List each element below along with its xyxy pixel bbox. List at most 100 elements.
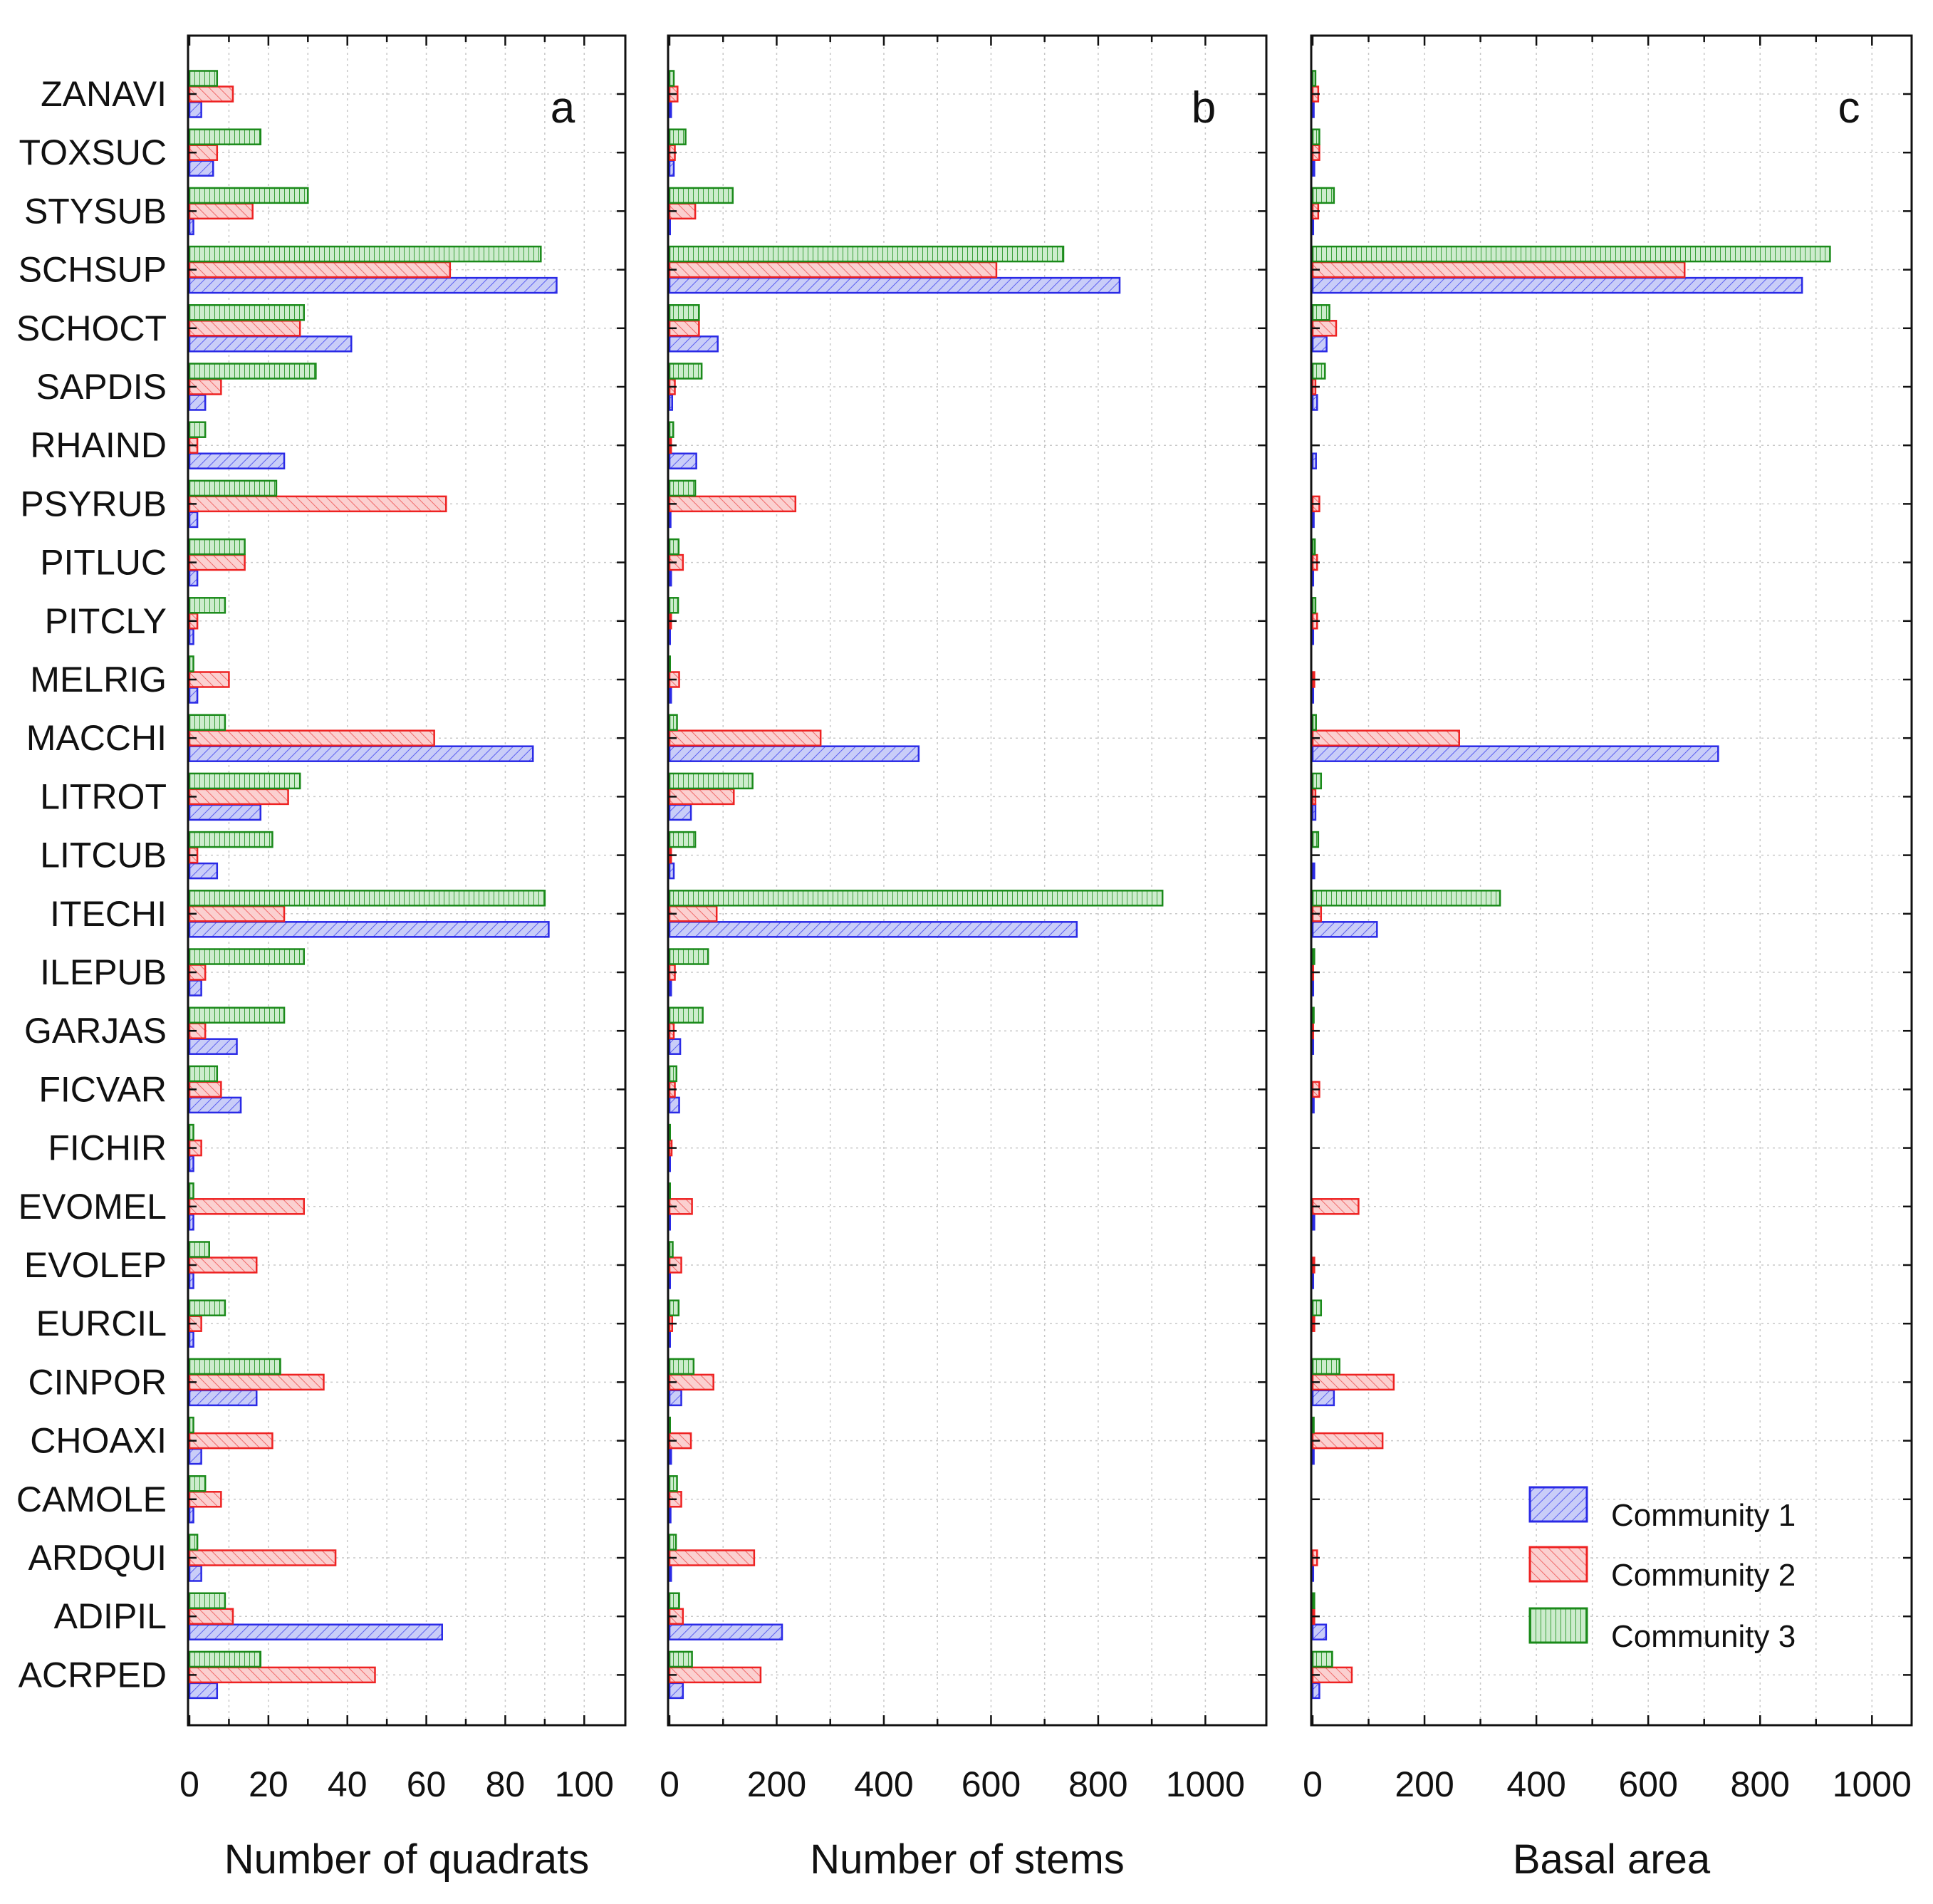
bar-b-ficvar-community-3 [668, 1065, 678, 1083]
bar-a-ilepub-community-3 [188, 948, 305, 965]
bar-a-schoct-community-2 [188, 320, 301, 337]
bar-a-ficvar-community-1 [188, 1096, 242, 1114]
bar-c-pitcly-community-3 [1311, 597, 1317, 614]
bar-a-rhaind-community-3 [188, 421, 207, 438]
bar-a-pitluc-community-2 [188, 553, 246, 571]
bar-c-adipil-community-1 [1311, 1623, 1328, 1640]
bar-c-choaxi-community-1 [1311, 1447, 1315, 1465]
bar-a-schsup-community-2 [188, 261, 452, 279]
bar-c-choaxi-community-2 [1311, 1432, 1384, 1450]
bar-a-eurcil-community-3 [188, 1299, 226, 1316]
bar-a-evolep-community-2 [188, 1257, 258, 1274]
bar-b-ilepub-community-3 [668, 948, 709, 965]
category-label-garjas: GARJAS [24, 1011, 167, 1051]
bar-c-eurcil-community-3 [1311, 1299, 1323, 1316]
category-label-eurcil: EURCIL [36, 1304, 167, 1343]
bar-b-garjas-community-3 [668, 1006, 704, 1024]
bar-a-garjas-community-3 [188, 1006, 286, 1024]
bar-a-evolep-community-3 [188, 1241, 210, 1258]
legend-swatch-community-1 [1528, 1486, 1588, 1523]
bar-b-stysub-community-1 [668, 218, 672, 236]
bar-a-stysub-community-1 [188, 218, 194, 236]
x-tick-label: 600 [962, 1764, 1021, 1804]
bar-b-garjas-community-1 [668, 1038, 682, 1055]
panel-letter-c: c [1838, 83, 1860, 132]
bar-b-litrot-community-3 [668, 772, 754, 790]
bar-b-eurcil-community-3 [668, 1299, 680, 1316]
bar-a-rhaind-community-1 [188, 452, 286, 469]
bar-b-ardqui-community-1 [668, 1565, 672, 1582]
bar-b-sapdis-community-1 [668, 394, 674, 411]
x-tick-label: 1000 [1833, 1764, 1912, 1804]
bar-b-fichir-community-3 [668, 1123, 672, 1141]
bar-b-schoct-community-3 [668, 304, 700, 321]
bar-a-pitcly-community-1 [188, 628, 194, 645]
bar-c-sapdis-community-3 [1311, 363, 1326, 380]
bar-b-schsup-community-2 [668, 261, 998, 279]
bar-a-evomel-community-3 [188, 1182, 194, 1200]
bar-c-ilepub-community-3 [1311, 948, 1315, 965]
x-tick-label: 40 [328, 1764, 368, 1804]
x-tick-label: 1000 [1166, 1764, 1245, 1804]
bar-b-macchi-community-1 [668, 745, 920, 762]
bar-b-schsup-community-3 [668, 245, 1065, 263]
category-label-ardqui: ARDQUI [28, 1538, 167, 1578]
panel-frame [667, 34, 1268, 1727]
bar-b-camole-community-1 [668, 1507, 672, 1524]
category-label-camole: CAMOLE [16, 1479, 167, 1519]
bar-b-evomel-community-1 [668, 1214, 672, 1231]
bar-a-schsup-community-1 [188, 276, 558, 294]
bar-b-melrig-community-1 [668, 687, 672, 704]
bar-c-schsup-community-1 [1311, 276, 1803, 294]
legend-label-community-1: Community 1 [1611, 1498, 1796, 1533]
bar-a-toxsuc-community-3 [188, 128, 262, 145]
bar-b-litrot-community-2 [668, 788, 735, 806]
bar-b-schoct-community-1 [668, 335, 719, 353]
x-tick-label: 60 [407, 1764, 447, 1804]
bar-a-evomel-community-2 [188, 1198, 305, 1215]
bar-c-toxsuc-community-1 [1311, 160, 1315, 177]
bar-c-schsup-community-3 [1311, 245, 1831, 263]
bar-a-fichir-community-3 [188, 1123, 194, 1141]
bar-b-rhaind-community-3 [668, 421, 674, 438]
x-tick-label: 80 [486, 1764, 526, 1804]
bar-c-litrot-community-1 [1311, 803, 1317, 821]
category-label-adipil: ADIPIL [54, 1596, 167, 1636]
category-label-toxsuc: TOXSUC [19, 132, 167, 172]
bar-c-cinpor-community-1 [1311, 1389, 1335, 1407]
bar-c-sapdis-community-1 [1311, 394, 1318, 411]
x-tick-label: 20 [249, 1764, 288, 1804]
bar-b-acrped-community-1 [668, 1682, 684, 1700]
bar-b-camole-community-3 [668, 1475, 678, 1492]
bar-b-psyrub-community-3 [668, 479, 697, 497]
bar-a-ilepub-community-1 [188, 979, 202, 997]
bar-a-litrot-community-1 [188, 803, 262, 821]
bar-a-choaxi-community-1 [188, 1447, 202, 1465]
bar-a-schoct-community-1 [188, 335, 353, 353]
bar-c-toxsuc-community-3 [1311, 128, 1320, 145]
bar-c-schsup-community-2 [1311, 261, 1686, 279]
bar-b-eurcil-community-1 [668, 1331, 672, 1348]
bar-a-melrig-community-3 [188, 655, 194, 672]
category-label-evomel: EVOMEL [19, 1187, 167, 1227]
panel-frame [187, 34, 627, 1727]
bar-b-acrped-community-2 [668, 1666, 762, 1684]
bar-a-sapdis-community-1 [188, 394, 207, 411]
legend-swatch-community-2 [1528, 1546, 1588, 1583]
category-label-cinpor: CINPOR [28, 1362, 167, 1402]
bar-a-psyrub-community-3 [188, 479, 278, 497]
bar-c-zanavi-community-3 [1311, 70, 1317, 87]
bar-b-litrot-community-1 [668, 803, 692, 821]
category-label-ficvar: FICVAR [38, 1069, 167, 1109]
x-tick-label: 100 [555, 1764, 614, 1804]
bar-b-cinpor-community-1 [668, 1389, 682, 1407]
bar-a-melrig-community-1 [188, 687, 199, 704]
x-axis-label-b: Number of stems [810, 1836, 1125, 1883]
bar-b-choaxi-community-3 [668, 1416, 672, 1434]
bar-a-macchi-community-2 [188, 729, 435, 746]
bar-c-zanavi-community-1 [1311, 101, 1315, 118]
category-label-choaxi: CHOAXI [30, 1421, 167, 1461]
bar-b-stysub-community-3 [668, 187, 734, 204]
bar-b-itechi-community-1 [668, 921, 1078, 938]
category-label-ilepub: ILEPUB [40, 952, 167, 992]
